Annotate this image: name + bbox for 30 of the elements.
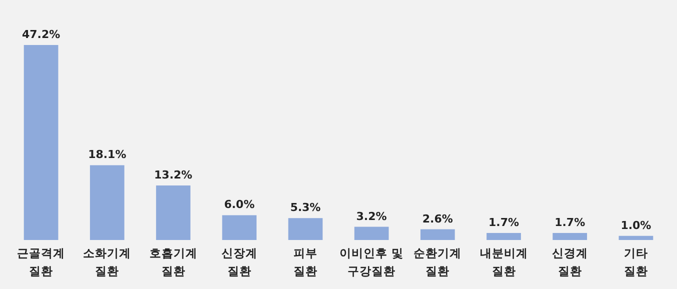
data-label: 18.1%	[88, 148, 126, 162]
data-label: 47.2%	[22, 28, 60, 41]
data-label: 13.2%	[154, 168, 192, 182]
x-tick-label: 근골격계 질환	[17, 246, 66, 278]
bar	[222, 215, 257, 240]
x-tick-label: 피부 질환	[293, 246, 318, 278]
data-label: 1.0%	[620, 218, 652, 232]
x-tick-label: 신장계 질환	[221, 246, 258, 278]
x-tick-label: 이비인후 및 구강질환	[340, 246, 404, 278]
data-label: 3.2%	[356, 210, 387, 223]
bar	[552, 232, 588, 240]
bar	[90, 165, 124, 240]
data-label: 6.0%	[224, 198, 255, 212]
x-tick-label: 기타 질환	[624, 246, 648, 278]
data-label: 5.3%	[290, 201, 321, 214]
data-label: 2.6%	[422, 212, 453, 226]
x-tick-label: 순환기계 질환	[414, 246, 462, 278]
bar	[618, 236, 654, 240]
x-tick-label: 호흡기계 질환	[149, 246, 198, 278]
bar	[486, 232, 521, 240]
bar	[420, 229, 455, 240]
bar	[288, 218, 323, 240]
x-tick-label: 내분비계 질환	[480, 246, 528, 278]
bar	[24, 45, 58, 240]
bar	[354, 226, 389, 240]
bar	[156, 185, 190, 240]
data-label: 1.7%	[488, 216, 520, 229]
x-tick-label: 신경계 질환	[552, 246, 588, 278]
x-tick-label: 소화기계 질환	[83, 246, 132, 278]
data-label: 1.7%	[554, 216, 586, 229]
